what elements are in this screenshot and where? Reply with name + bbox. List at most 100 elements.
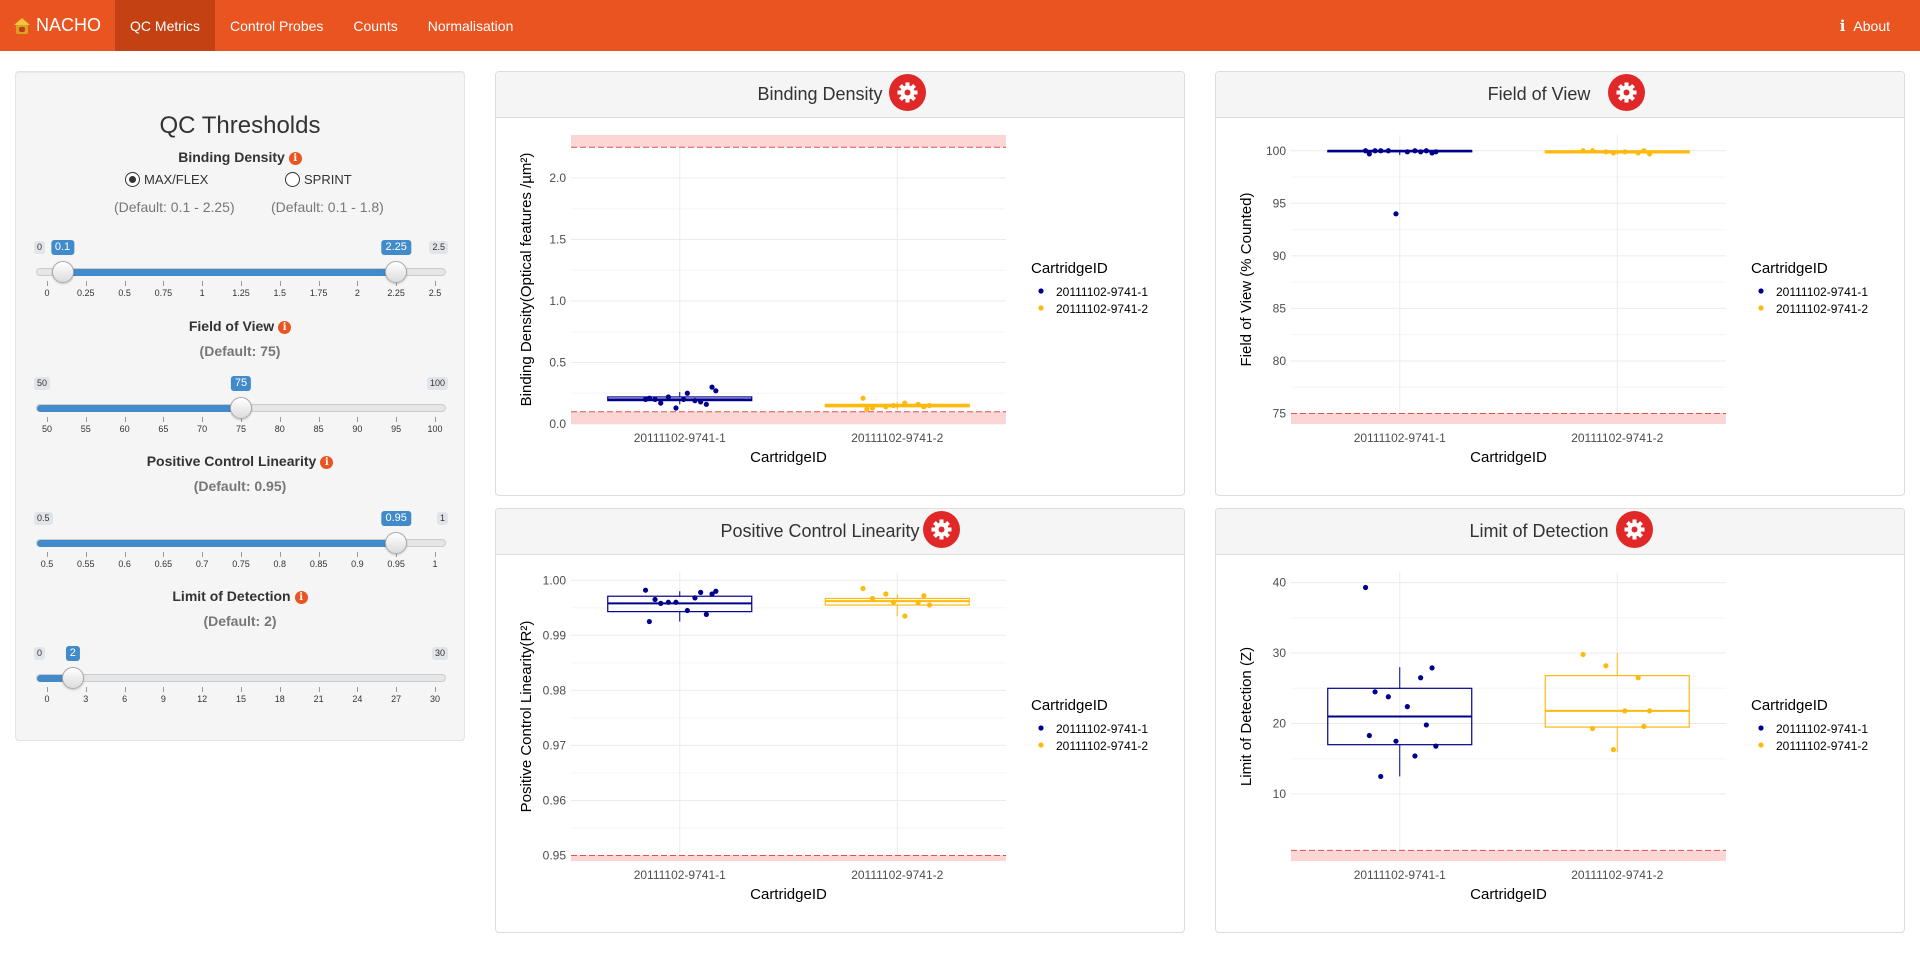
y-tick-label: 0.0	[549, 417, 566, 431]
radio-sprint-label: SPRINT	[304, 172, 352, 187]
slider-value-badge: 0.95	[381, 511, 411, 526]
binding-density-slider[interactable]: 0 2.5 0 0.25 0.5 0.75 1 1.25 1.5 1.75 2 2.25 2.5 0.1 2…	[34, 240, 448, 311]
y-tick-label: 1.0	[549, 294, 566, 308]
slider-tick	[85, 417, 87, 422]
default-max-flex: (Default: 0.1 - 2.25)	[114, 199, 235, 215]
data-point	[1429, 665, 1435, 671]
data-point	[860, 585, 866, 592]
slider-tick	[318, 417, 320, 422]
limit-of-detection-panel: Limit of Detection 10 20 30 40 20111102-9741…	[1215, 508, 1905, 933]
data-point	[652, 596, 658, 603]
slider-tick-label: 3	[83, 694, 89, 704]
y-tick-label: 1.5	[549, 233, 566, 247]
slider-tick-label: 0.7	[195, 559, 209, 569]
slider-tick-label: 85	[313, 424, 324, 434]
slider-tick-label: 0.65	[154, 559, 173, 569]
slider-fill	[37, 675, 73, 682]
data-point	[713, 588, 719, 594]
x-tick-label: 20111102-9741-2	[1571, 431, 1663, 445]
y-tick-label: 40	[1273, 576, 1287, 590]
data-point	[1610, 747, 1617, 753]
binding-density-chart: 0.0 0.5 1.0 1.5 2.0 20111102-9741-1 20111102-9…	[518, 135, 1148, 466]
radio-max-flex[interactable]: MAX/FLEX	[125, 172, 208, 187]
legend-key	[1038, 742, 1044, 748]
info-icon[interactable]: i	[288, 152, 302, 165]
legend-key	[1038, 725, 1044, 731]
positive-control-linearity-slider[interactable]: 0.5 1 0.5 0.55 0.6 0.65 0.7 0.75 0.8 0.85 0.9 0.95 1…	[34, 511, 448, 582]
slider-tick	[47, 417, 48, 422]
data-point	[646, 395, 652, 401]
slider-tick-label: 60	[119, 424, 130, 434]
slider-tick	[163, 687, 165, 692]
legend-entry: 20111102-9741-1	[1776, 722, 1868, 736]
data-point	[1418, 149, 1424, 155]
slider-max-label: 30	[431, 647, 448, 660]
gear-icon[interactable]	[1608, 74, 1645, 111]
radio-max-flex-label: MAX/FLEX	[144, 172, 209, 187]
legend-entry: 20111102-9741-1	[1776, 285, 1868, 299]
x-axis-title: CartridgeID	[1470, 886, 1547, 903]
tab-qc-metrics[interactable]: QC Metrics	[115, 0, 216, 51]
slider-tick	[85, 552, 87, 557]
slider-tick	[396, 417, 398, 422]
data-point	[921, 593, 927, 599]
slider-tick	[279, 417, 281, 422]
data-point	[698, 589, 704, 595]
panel-title: Positive Control Linearity	[720, 521, 920, 541]
slider-fill	[37, 540, 397, 547]
slider-min-label: 0	[34, 241, 46, 254]
about-link[interactable]: i About	[1840, 0, 1920, 51]
radio-checked-icon	[125, 172, 140, 187]
slider-handle[interactable]	[51, 261, 74, 283]
data-point	[890, 599, 897, 605]
data-point	[1603, 149, 1609, 155]
about-label: About	[1853, 17, 1890, 34]
slider-handle[interactable]	[385, 261, 408, 283]
gear-icon[interactable]	[1616, 511, 1653, 548]
data-point	[1404, 704, 1410, 710]
binding-density-label: Binding Density	[178, 149, 285, 165]
tab-control-probes[interactable]: Control Probes	[230, 17, 324, 34]
slider-tick-label: 0	[44, 288, 50, 298]
slider-handle[interactable]	[230, 397, 252, 419]
slider-handle[interactable]	[385, 532, 408, 554]
radio-sprint[interactable]: SPRINT	[285, 172, 352, 187]
y-axis-title: Limit of Detection (Z)	[1238, 647, 1255, 786]
slider-tick	[85, 281, 87, 286]
data-point	[1412, 148, 1418, 154]
field-of-view-slider[interactable]: 50 100 50 55 60 65 70 75 80 85 90 95 100 75	[34, 376, 448, 447]
y-tick-label: 95	[1273, 196, 1287, 210]
x-tick-label: 20111102-9741-1	[1354, 431, 1446, 445]
sidebar-title: QC Thresholds	[159, 112, 321, 139]
threshold-band	[1291, 413, 1726, 424]
data-point	[1635, 150, 1641, 156]
binding-density-label-row: Binding Density i	[16, 149, 464, 165]
slider-tick	[124, 281, 126, 286]
brand[interactable]: NACHO	[0, 0, 115, 51]
panel-title: Limit of Detection	[1469, 521, 1609, 541]
slider-tick-label: 0.8	[273, 559, 287, 569]
slider-value-badge: 2	[65, 646, 80, 661]
gear-icon[interactable]	[923, 511, 960, 548]
data-point	[921, 404, 927, 410]
tab-normalisation[interactable]: Normalisation	[427, 17, 514, 34]
limit-of-detection-slider[interactable]: 0 30 0 3 6 9 12 15 18 21 24 27 30 2	[34, 646, 448, 717]
data-point	[673, 405, 679, 411]
data-point	[713, 388, 719, 394]
tab-counts[interactable]: Counts	[353, 17, 398, 34]
brand-label: NACHO	[36, 15, 102, 35]
y-tick-label: 1.00	[543, 573, 567, 587]
slider-track[interactable]	[36, 674, 446, 682]
info-icon[interactable]: i	[294, 591, 308, 604]
y-tick-label: 0.99	[543, 628, 567, 642]
data-point	[1589, 725, 1596, 732]
info-icon[interactable]: i	[320, 456, 334, 469]
gear-icon[interactable]	[889, 74, 926, 111]
y-tick-label: 100	[1266, 144, 1286, 158]
slider-tick-label: 9	[160, 694, 166, 704]
info-icon[interactable]: i	[278, 321, 292, 334]
data-point	[869, 595, 876, 602]
slider-handle[interactable]	[61, 667, 84, 689]
data-point	[709, 384, 715, 390]
info-icon: i	[1839, 16, 1846, 35]
